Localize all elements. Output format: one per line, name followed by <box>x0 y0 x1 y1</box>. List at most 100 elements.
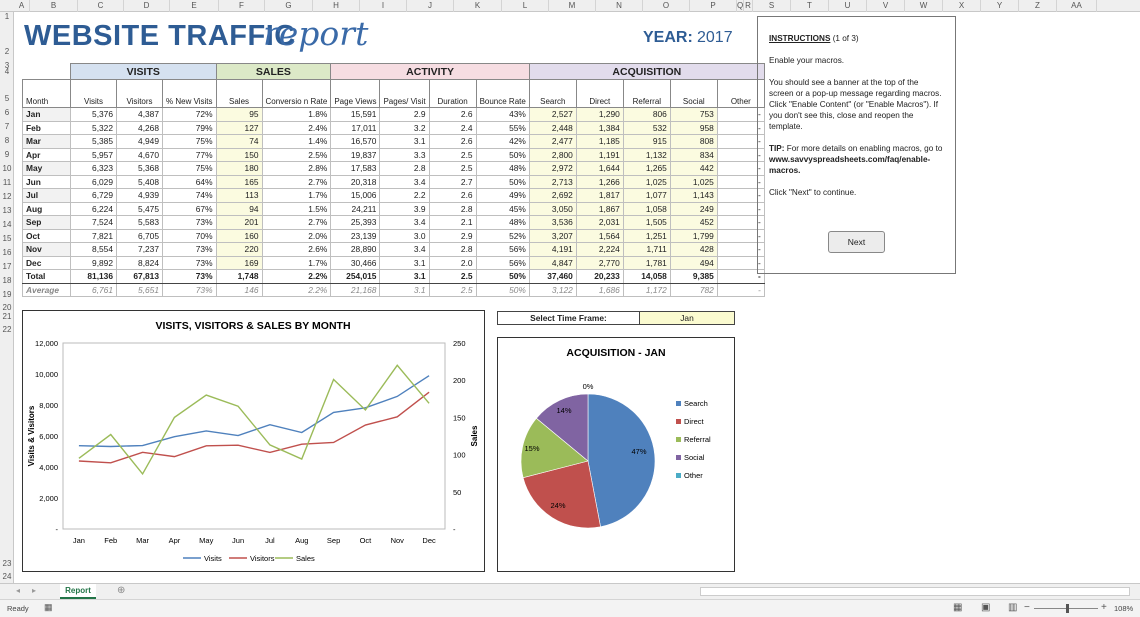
zoom-level[interactable]: 108% <box>1114 604 1134 613</box>
data-cell[interactable]: 1,191 <box>575 147 624 162</box>
row-header[interactable]: 11 <box>2 178 12 187</box>
add-sheet-icon[interactable]: ⊕ <box>117 585 126 596</box>
data-cell[interactable]: 2,477 <box>528 134 577 149</box>
data-cell[interactable]: 6,029 <box>70 174 117 189</box>
data-cell[interactable]: 180 <box>215 161 263 176</box>
data-cell[interactable]: - <box>716 255 765 270</box>
tab-scroll-left-icon[interactable]: ◂ <box>16 586 21 595</box>
data-cell[interactable]: 2.6 <box>428 188 477 203</box>
row-header[interactable]: 23 <box>2 559 12 568</box>
data-cell[interactable]: 5,385 <box>70 134 117 149</box>
data-cell[interactable]: 452 <box>669 215 718 230</box>
row-header[interactable]: 10 <box>2 164 12 173</box>
data-cell[interactable]: 43% <box>475 107 530 122</box>
row-header[interactable]: 7 <box>4 122 10 131</box>
data-cell[interactable]: 17,011 <box>330 120 381 135</box>
data-cell[interactable]: 25,393 <box>330 215 381 230</box>
data-cell[interactable]: 428 <box>669 242 718 257</box>
row-header[interactable]: 2 <box>4 47 10 56</box>
column-headers[interactable]: A B C D E F G H I J K L M N O P Q R S T U V W X Y Z AA <box>0 0 1140 12</box>
data-cell[interactable]: 9,385 <box>669 269 718 284</box>
data-cell[interactable]: 1,564 <box>575 228 624 243</box>
data-cell[interactable]: 45% <box>475 201 530 216</box>
data-cell[interactable]: 3,536 <box>528 215 577 230</box>
data-cell[interactable]: 9,892 <box>70 255 117 270</box>
column-header[interactable]: B <box>30 0 78 12</box>
row-header[interactable]: 8 <box>4 136 10 145</box>
data-cell[interactable]: 2,224 <box>575 242 624 257</box>
data-cell[interactable]: 4,191 <box>528 242 577 257</box>
data-cell[interactable]: 1.7% <box>261 188 332 203</box>
data-cell[interactable]: 5,583 <box>116 215 163 230</box>
column-header[interactable]: Y <box>981 0 1019 12</box>
page-layout-icon[interactable]: ▣ <box>981 602 991 613</box>
row-header[interactable]: 20 <box>2 303 12 312</box>
data-cell[interactable]: 7,821 <box>70 228 117 243</box>
data-cell[interactable]: 28,890 <box>330 242 381 257</box>
data-cell[interactable]: 1,817 <box>575 188 624 203</box>
data-cell[interactable]: 2,800 <box>528 147 577 162</box>
data-cell[interactable]: 249 <box>669 201 718 216</box>
data-cell[interactable]: 48% <box>475 215 530 230</box>
data-cell[interactable]: 73% <box>162 255 217 270</box>
column-header[interactable]: N <box>596 0 643 12</box>
data-cell[interactable]: 2.0% <box>261 228 332 243</box>
month-cell[interactable]: Jan <box>22 107 71 122</box>
data-cell[interactable]: 2,713 <box>528 174 577 189</box>
data-cell[interactable]: 1.4% <box>261 134 332 149</box>
column-header[interactable]: U <box>829 0 867 12</box>
data-cell[interactable]: 1,265 <box>622 161 671 176</box>
data-cell[interactable]: 4,387 <box>116 107 163 122</box>
data-cell[interactable]: 3.9 <box>379 201 430 216</box>
data-cell[interactable]: 4,847 <box>528 255 577 270</box>
data-cell[interactable]: 1,185 <box>575 134 624 149</box>
row-header[interactable]: 1 <box>4 12 10 21</box>
column-header[interactable]: M <box>549 0 596 12</box>
data-cell[interactable]: 8,824 <box>116 255 163 270</box>
column-header[interactable]: J <box>407 0 454 12</box>
data-cell[interactable]: 3.2 <box>379 120 430 135</box>
data-cell[interactable]: 1,644 <box>575 161 624 176</box>
data-cell[interactable]: 1,686 <box>575 282 624 297</box>
data-cell[interactable]: 150 <box>215 147 263 162</box>
data-cell[interactable]: 753 <box>669 107 718 122</box>
data-cell[interactable]: 2.8 <box>379 161 430 176</box>
data-cell[interactable]: 4,268 <box>116 120 163 135</box>
tab-scroll-right-icon[interactable]: ▸ <box>32 586 37 595</box>
zoom-out-icon[interactable]: − <box>1024 602 1030 613</box>
data-cell[interactable]: 75% <box>162 134 217 149</box>
data-cell[interactable]: 2.5 <box>428 147 477 162</box>
column-header[interactable]: P <box>690 0 737 12</box>
data-cell[interactable]: 94 <box>215 201 263 216</box>
data-cell[interactable]: 5,475 <box>116 201 163 216</box>
data-cell[interactable]: 95 <box>215 107 263 122</box>
next-button[interactable]: Next <box>828 231 885 253</box>
data-cell[interactable]: 2.8 <box>428 242 477 257</box>
data-cell[interactable]: - <box>716 269 765 284</box>
data-cell[interactable]: 2,448 <box>528 120 577 135</box>
data-cell[interactable]: 3.4 <box>379 215 430 230</box>
data-cell[interactable]: 49% <box>475 188 530 203</box>
data-cell[interactable]: 146 <box>215 282 263 297</box>
data-cell[interactable]: 3,207 <box>528 228 577 243</box>
data-cell[interactable]: 2,031 <box>575 215 624 230</box>
data-cell[interactable]: 15,006 <box>330 188 381 203</box>
year-value[interactable]: 2017 <box>697 29 733 46</box>
data-cell[interactable]: 1,172 <box>622 282 671 297</box>
data-cell[interactable]: 15,591 <box>330 107 381 122</box>
zoom-in-icon[interactable]: + <box>1101 602 1107 613</box>
data-cell[interactable]: 1,025 <box>669 174 718 189</box>
row-header[interactable]: 6 <box>4 108 10 117</box>
data-cell[interactable]: 113 <box>215 188 263 203</box>
row-headers[interactable]: 1 2 3 4 5 6 7 8 9 10 11 12 13 14 15 16 17 18 19 20 21 22 23 24 <box>0 12 14 583</box>
row-header[interactable]: 9 <box>4 150 10 159</box>
data-cell[interactable]: 3.1 <box>379 282 430 297</box>
month-cell[interactable]: Sep <box>22 215 71 230</box>
data-cell[interactable]: 1,290 <box>575 107 624 122</box>
column-header[interactable]: D <box>124 0 170 12</box>
pie-slice-search[interactable] <box>587 393 656 528</box>
data-cell[interactable]: 2,972 <box>528 161 577 176</box>
data-cell[interactable]: 73% <box>162 215 217 230</box>
column-header[interactable]: S <box>753 0 791 12</box>
data-cell[interactable]: 6,323 <box>70 161 117 176</box>
